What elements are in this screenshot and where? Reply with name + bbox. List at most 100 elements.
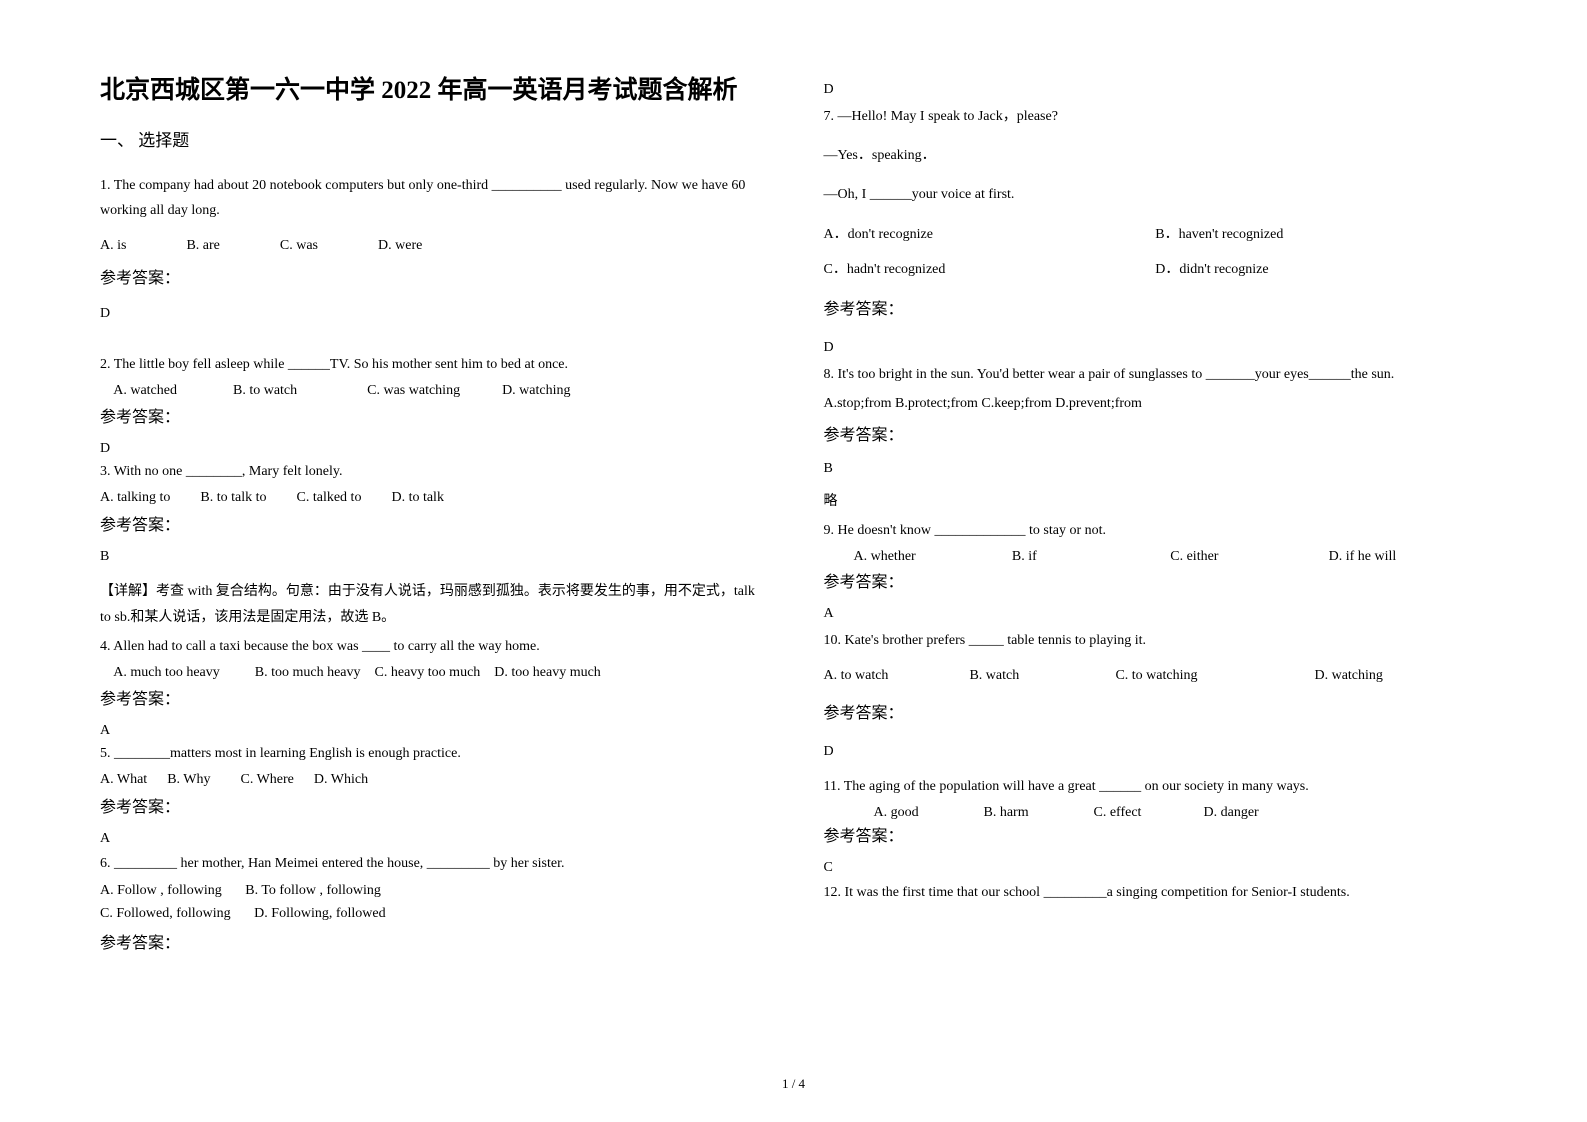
q4-options: A. much too heavy B. too much heavy C. h… xyxy=(100,662,764,683)
q11-opt-d: D. danger xyxy=(1204,802,1314,823)
q1-answer-label: 参考答案： xyxy=(100,265,764,294)
q8-answer: B xyxy=(824,458,1488,479)
q9-answer-label: 参考答案： xyxy=(824,571,1488,595)
q1-opt-b: B. are xyxy=(186,233,219,258)
question-6: 6. _________ her mother, Han Meimei ente… xyxy=(100,853,764,957)
q6-text: 6. _________ her mother, Han Meimei ente… xyxy=(100,853,764,875)
q10-opt-c: C. to watching xyxy=(1115,663,1314,688)
q3-opt-b: B. to talk to xyxy=(200,487,266,508)
left-column: 北京西城区第一六一中学 2022 年高一英语月考试题含解析 一、 选择题 1. … xyxy=(100,70,764,1020)
q5-answer: A xyxy=(100,828,764,849)
q10-text: 10. Kate's brother prefers _____ table t… xyxy=(824,628,1488,653)
q5-opt-d: D. Which xyxy=(314,769,368,790)
q5-opt-c: C. Where xyxy=(241,769,294,790)
q8-answer-label: 参考答案： xyxy=(824,424,1488,448)
q3-opt-d: D. to talk xyxy=(391,487,444,508)
q6-opt-a: A. Follow , following xyxy=(100,883,222,898)
page-number: 1 / 4 xyxy=(0,1076,1587,1092)
q6-answer-label: 参考答案： xyxy=(100,931,764,957)
q9-opt-d: D. if he will xyxy=(1329,546,1487,567)
q4-answer: A xyxy=(100,720,764,741)
q6-opts-row1: A. Follow , following B. To follow , fol… xyxy=(100,880,764,902)
q7-line2: —Yes．speaking． xyxy=(824,143,1488,168)
q6-opt-c: C. Followed, following xyxy=(100,906,231,921)
q2-options: A. watched B. to watch C. was watching D… xyxy=(100,380,764,401)
q11-answer: C xyxy=(824,857,1488,878)
q10-answer-label: 参考答案： xyxy=(824,700,1488,729)
q11-answer-label: 参考答案： xyxy=(824,825,1488,849)
q11-options: A. good B. harm C. effect D. danger xyxy=(824,802,1488,823)
document-title: 北京西城区第一六一中学 2022 年高一英语月考试题含解析 xyxy=(100,70,764,106)
q7-line1: 7. —Hello! May I speak to Jack，please? xyxy=(824,104,1488,129)
q7-opt-a: A．don't recognize xyxy=(824,222,1156,247)
q7-opts-row2: C．hadn't recognized D．didn't recognize xyxy=(824,257,1488,282)
q7-opts-row1: A．don't recognize B．haven't recognized xyxy=(824,222,1488,247)
right-column: D 7. —Hello! May I speak to Jack，please?… xyxy=(824,70,1488,1020)
q9-answer: A xyxy=(824,603,1488,624)
question-10: 10. Kate's brother prefers _____ table t… xyxy=(824,628,1488,764)
q5-text: 5. ________matters most in learning Engl… xyxy=(100,743,764,764)
q3-explanation: 【详解】考查 with 复合结构。句意：由于没有人说话，玛丽感到孤独。表示将要发… xyxy=(100,579,764,632)
q1-text: 1. The company had about 20 notebook com… xyxy=(100,173,764,223)
q5-options: A. What B. Why C. Where D. Which xyxy=(100,769,764,790)
question-9: 9. He doesn't know _____________ to stay… xyxy=(824,520,1488,624)
question-8: 8. It's too bright in the sun. You'd bet… xyxy=(824,362,1488,512)
q1-opt-c: C. was xyxy=(280,233,318,258)
q4-answer-label: 参考答案： xyxy=(100,688,764,712)
q4-text: 4. Allen had to call a taxi because the … xyxy=(100,636,764,657)
q9-opt-b: B. if xyxy=(1012,546,1170,567)
q3-answer-label: 参考答案： xyxy=(100,514,764,538)
q1-answer: D xyxy=(100,301,764,326)
q1-opt-d: D. were xyxy=(378,233,422,258)
q3-options: A. talking to B. to talk to C. talked to… xyxy=(100,487,764,508)
page-container: 北京西城区第一六一中学 2022 年高一英语月考试题含解析 一、 选择题 1. … xyxy=(0,0,1587,1060)
question-11: 11. The aging of the population will hav… xyxy=(824,776,1488,878)
q7-line3: —Oh, I ______your voice at first. xyxy=(824,182,1488,207)
q11-text: 11. The aging of the population will hav… xyxy=(824,776,1488,797)
q3-text: 3. With no one ________, Mary felt lonel… xyxy=(100,461,764,482)
q1-options: A. is B. are C. was D. were xyxy=(100,233,764,258)
question-1: 1. The company had about 20 notebook com… xyxy=(100,173,764,327)
question-12: 12. It was the first time that our schoo… xyxy=(824,880,1488,905)
question-3: 3. With no one ________, Mary felt lonel… xyxy=(100,461,764,632)
question-5: 5. ________matters most in learning Engl… xyxy=(100,743,764,849)
q10-answer: D xyxy=(824,739,1488,764)
q8-text: 8. It's too bright in the sun. You'd bet… xyxy=(824,362,1488,387)
q10-opt-b: B. watch xyxy=(969,663,1115,688)
q1-opt-a: A. is xyxy=(100,233,126,258)
q8-options: A.stop;from B.protect;from C.keep;from D… xyxy=(824,393,1488,414)
q6-opt-d: D. Following, followed xyxy=(254,906,385,921)
q5-opt-a: A. What xyxy=(100,769,147,790)
q9-opt-a: A. whether xyxy=(854,546,1012,567)
q11-opt-c: C. effect xyxy=(1094,802,1204,823)
q10-options: A. to watch B. watch C. to watching D. w… xyxy=(824,663,1488,688)
section-header: 一、 选择题 xyxy=(100,126,764,151)
q11-opt-a: A. good xyxy=(874,802,984,823)
q6-answer: D xyxy=(824,82,1488,98)
q5-answer-label: 参考答案： xyxy=(100,796,764,820)
q6-opt-b: B. To follow , following xyxy=(245,883,381,898)
q3-opt-c: C. talked to xyxy=(297,487,362,508)
q7-opt-d: D．didn't recognize xyxy=(1155,257,1487,282)
q2-answer: D xyxy=(100,438,764,459)
q9-text: 9. He doesn't know _____________ to stay… xyxy=(824,520,1488,541)
q8-note: 略 xyxy=(824,491,1488,512)
q7-answer-label: 参考答案： xyxy=(824,296,1488,325)
q7-opt-b: B．haven't recognized xyxy=(1155,222,1487,247)
q3-opt-a: A. talking to xyxy=(100,487,170,508)
question-2: 2. The little boy fell asleep while ____… xyxy=(100,354,764,459)
q5-opt-b: B. Why xyxy=(167,769,210,790)
q7-answer: D xyxy=(824,335,1488,360)
q11-opt-b: B. harm xyxy=(984,802,1094,823)
q2-text: 2. The little boy fell asleep while ____… xyxy=(100,354,764,375)
q2-answer-label: 参考答案： xyxy=(100,406,764,430)
q7-opt-c: C．hadn't recognized xyxy=(824,257,1156,282)
question-4: 4. Allen had to call a taxi because the … xyxy=(100,636,764,741)
q9-options: A. whether B. if C. either D. if he will xyxy=(824,546,1488,567)
q10-opt-a: A. to watch xyxy=(824,663,970,688)
q10-opt-d: D. watching xyxy=(1314,663,1487,688)
q12-text: 12. It was the first time that our schoo… xyxy=(824,880,1488,905)
q9-opt-c: C. either xyxy=(1170,546,1328,567)
question-7: 7. —Hello! May I speak to Jack，please? —… xyxy=(824,104,1488,360)
q3-answer: B xyxy=(100,546,764,567)
